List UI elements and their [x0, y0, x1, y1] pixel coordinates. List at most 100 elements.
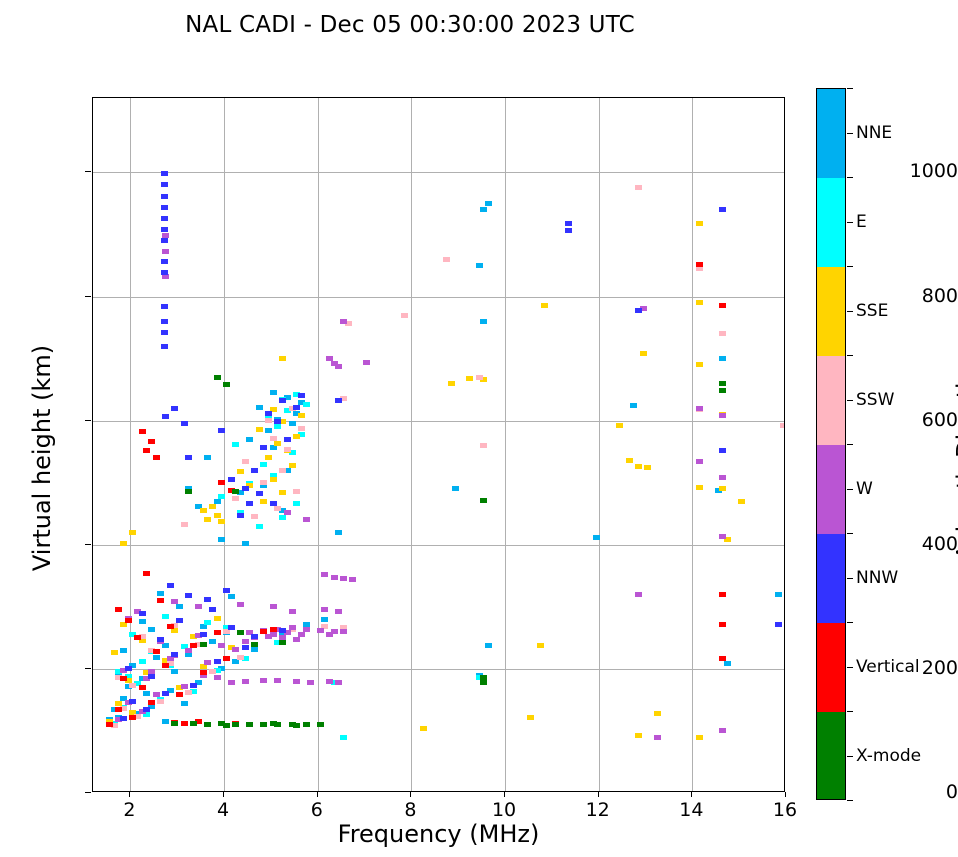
- data-point: [185, 455, 193, 461]
- data-point: [297, 425, 305, 431]
- data-point: [176, 617, 184, 623]
- data-point: [466, 375, 474, 381]
- data-point: [213, 512, 221, 518]
- colorbar-band-nne[interactable]: [817, 89, 845, 178]
- colorbar-band-vertical[interactable]: [817, 623, 845, 712]
- colorbar-band-w[interactable]: [817, 445, 845, 534]
- data-point: [283, 446, 291, 452]
- data-point: [157, 636, 165, 642]
- colorbar-band-e[interactable]: [817, 178, 845, 267]
- data-point: [279, 640, 287, 646]
- data-point: [204, 722, 212, 728]
- data-point: [110, 706, 118, 712]
- data-point: [119, 667, 127, 673]
- data-point: [232, 646, 240, 652]
- y-tick-mark: [85, 171, 91, 173]
- data-point: [180, 420, 188, 426]
- colorbar-tick: [847, 221, 853, 223]
- y-tick-label: 1000: [909, 160, 958, 183]
- data-point: [119, 541, 127, 547]
- plot-area[interactable]: [92, 97, 785, 792]
- data-point: [190, 721, 198, 726]
- data-point: [269, 721, 277, 726]
- data-point: [148, 703, 156, 709]
- colorbar-label-vertical: Vertical: [856, 656, 920, 677]
- data-point: [260, 461, 268, 467]
- data-point: [288, 450, 296, 456]
- data-point: [344, 321, 352, 327]
- data-point: [160, 215, 168, 221]
- x-axis-label: Frequency (MHz): [337, 820, 540, 848]
- data-point: [635, 591, 642, 597]
- x-tick-mark: [223, 792, 225, 797]
- colorbar-band-x-mode[interactable]: [817, 712, 845, 799]
- data-point: [129, 714, 137, 720]
- data-point: [213, 667, 221, 673]
- data-point: [213, 658, 221, 664]
- data-point: [695, 405, 703, 411]
- colorbar-band-ssw[interactable]: [817, 356, 845, 445]
- data-point: [283, 467, 291, 473]
- colorbar-tick: [847, 310, 853, 312]
- data-point: [129, 709, 137, 715]
- data-point: [265, 410, 273, 416]
- y-tick-mark: [85, 667, 91, 669]
- data-point: [293, 501, 301, 507]
- gridline-vertical: [411, 98, 413, 791]
- data-point: [208, 668, 216, 674]
- data-point: [143, 676, 151, 682]
- data-point: [527, 714, 535, 720]
- colorbar-band-nnw[interactable]: [817, 534, 845, 623]
- data-point: [119, 676, 127, 682]
- data-point: [190, 688, 198, 694]
- data-point: [204, 455, 212, 461]
- data-point: [475, 374, 483, 380]
- data-point: [115, 675, 123, 681]
- data-point: [719, 356, 727, 362]
- data-point: [349, 577, 357, 583]
- data-point: [227, 476, 235, 482]
- data-point: [480, 497, 488, 503]
- data-point: [213, 374, 221, 380]
- data-point: [241, 459, 249, 465]
- data-point: [124, 683, 132, 689]
- data-point: [480, 377, 488, 383]
- data-point: [143, 707, 151, 713]
- data-point: [719, 380, 727, 386]
- data-point: [279, 635, 287, 641]
- data-point: [246, 630, 254, 636]
- data-point: [639, 306, 647, 312]
- data-point: [232, 441, 240, 447]
- data-point: [480, 675, 488, 681]
- data-point: [218, 666, 226, 672]
- colorbar[interactable]: [816, 88, 846, 800]
- colorbar-band-sse[interactable]: [817, 267, 845, 356]
- data-point: [719, 207, 727, 213]
- x-tick-label: 12: [585, 799, 610, 821]
- data-point: [160, 270, 168, 276]
- y-tick-mark: [85, 792, 91, 793]
- data-point: [255, 404, 263, 410]
- data-point: [775, 621, 783, 627]
- data-point: [480, 207, 488, 213]
- data-point: [218, 518, 226, 524]
- data-point: [152, 692, 160, 698]
- data-point: [279, 627, 287, 633]
- data-point: [162, 657, 170, 663]
- data-point: [218, 493, 226, 499]
- y-axis-label: Virtual height (km): [28, 344, 56, 572]
- data-point: [340, 395, 347, 401]
- data-point: [138, 619, 146, 625]
- data-point: [232, 658, 240, 664]
- data-point: [719, 656, 727, 662]
- x-tick-label: 14: [679, 799, 704, 821]
- data-point: [204, 596, 212, 602]
- data-point: [199, 663, 207, 669]
- data-point: [485, 642, 493, 648]
- data-point: [115, 701, 123, 707]
- data-point: [269, 631, 277, 637]
- data-point: [265, 428, 273, 434]
- data-point: [719, 331, 727, 337]
- data-point: [199, 507, 207, 513]
- data-point: [452, 486, 460, 492]
